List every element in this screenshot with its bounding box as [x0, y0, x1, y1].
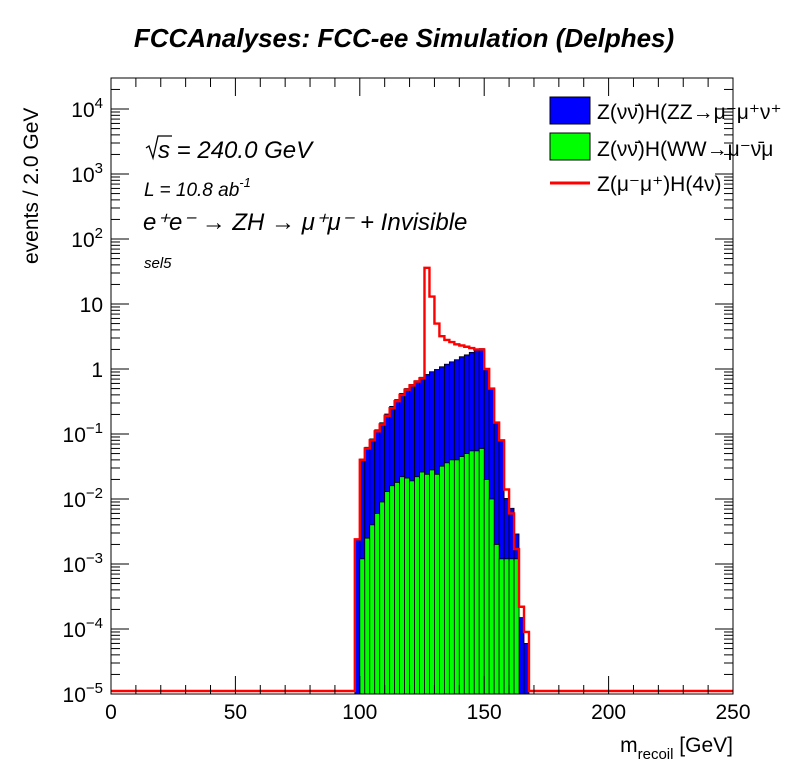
legend-entry-signal: Z(μ⁻μ⁺)H(4ν): [550, 173, 722, 196]
plot-frame: [110, 77, 734, 695]
x-axis-label: mrecoil [GeV]: [620, 734, 733, 763]
bar: [439, 465, 445, 694]
bar: [463, 453, 470, 694]
sqrt-s-annotation: s = 240.0 GeV: [145, 135, 314, 164]
y-tick-label: 10−3: [63, 550, 103, 577]
histogram-layer: [111, 266, 733, 694]
y-tick-label: 10−2: [63, 485, 103, 512]
bar: [389, 485, 396, 694]
x-tick-label: 200: [591, 701, 626, 724]
luminosity-annotation: L = 10.8 ab-1: [144, 175, 251, 201]
bar: [493, 544, 500, 694]
bar: [429, 469, 435, 694]
bar: [364, 537, 371, 694]
bar: [453, 459, 460, 694]
bar: [508, 558, 515, 694]
bar: [404, 477, 410, 694]
bar: [448, 459, 455, 694]
bar: [443, 462, 450, 694]
bar: [488, 498, 495, 694]
y-tick-label: 104: [71, 95, 103, 122]
bar: [434, 473, 440, 694]
x-tick-label: 100: [342, 701, 377, 724]
legend-swatch-ww: [549, 132, 591, 161]
bar: [409, 480, 415, 694]
y-tick-label: 10−4: [63, 615, 103, 642]
bar: [478, 448, 485, 694]
bar: [414, 476, 420, 694]
legend-label-signal: Z(μ⁻μ⁺)H(4ν): [597, 173, 722, 196]
x-tick-label: 150: [467, 701, 502, 724]
x-tick-label: 50: [224, 701, 247, 724]
legend-swatch-zz: [549, 96, 591, 125]
bar: [473, 450, 480, 694]
y-tick-label: 10: [80, 294, 103, 317]
x-axis-ticks: [110, 78, 734, 694]
legend-entry-zz: Z(νν̄)H(ZZ→μ⁻μ⁺ν⁺: [549, 96, 782, 125]
y-axis-label: events / 2.0 GeV: [20, 108, 43, 264]
bar: [359, 558, 366, 694]
bar: [369, 524, 376, 694]
bar: [384, 491, 391, 694]
chart-title: FCCAnalyses: FCC-ee Simulation (Delphes): [134, 23, 674, 53]
x-axis-tick-labels: 0 50 100 150 200 250: [105, 701, 750, 724]
bar: [419, 471, 425, 694]
selection-annotation: sel5: [144, 255, 172, 272]
series-line-2: [111, 266, 733, 693]
bar: [379, 501, 386, 694]
bar: [374, 513, 381, 694]
bar: [468, 450, 475, 694]
bar: [394, 482, 401, 694]
y-tick-label: 10−1: [63, 420, 103, 447]
y-tick-label: 1: [91, 359, 103, 382]
bar: [399, 476, 405, 694]
legend-label-ww: Z(νν̄)H(WW→μ⁻ν̄μ: [597, 138, 773, 161]
y-tick-label: 10−5: [63, 680, 103, 707]
bar: [498, 558, 505, 694]
y-axis-ticks: [111, 77, 733, 695]
y-tick-label: 102: [71, 225, 103, 252]
bar: [503, 558, 510, 694]
y-tick-label: 103: [71, 160, 103, 187]
sqrt-symbol: [145, 135, 172, 161]
series-1: [359, 448, 520, 694]
x-tick-label: 0: [105, 701, 117, 724]
x-tick-label: 250: [715, 701, 750, 724]
bar: [458, 456, 465, 694]
legend: Z(νν̄)H(ZZ→μ⁻μ⁺ν⁺ Z(νν̄)H(WW→μ⁻ν̄μ Z(μ⁻μ…: [549, 96, 782, 196]
bar: [483, 479, 490, 694]
bar: [424, 473, 430, 694]
legend-label-zz: Z(νν̄)H(ZZ→μ⁻μ⁺ν⁺: [597, 101, 782, 124]
process-annotation: e⁺e⁻ → ZH → μ⁺μ⁻ + Invisible: [143, 209, 467, 236]
sqrt-s-text: s = 240.0 GeV: [158, 137, 314, 164]
legend-entry-ww: Z(νν̄)H(WW→μ⁻ν̄μ: [549, 132, 773, 161]
